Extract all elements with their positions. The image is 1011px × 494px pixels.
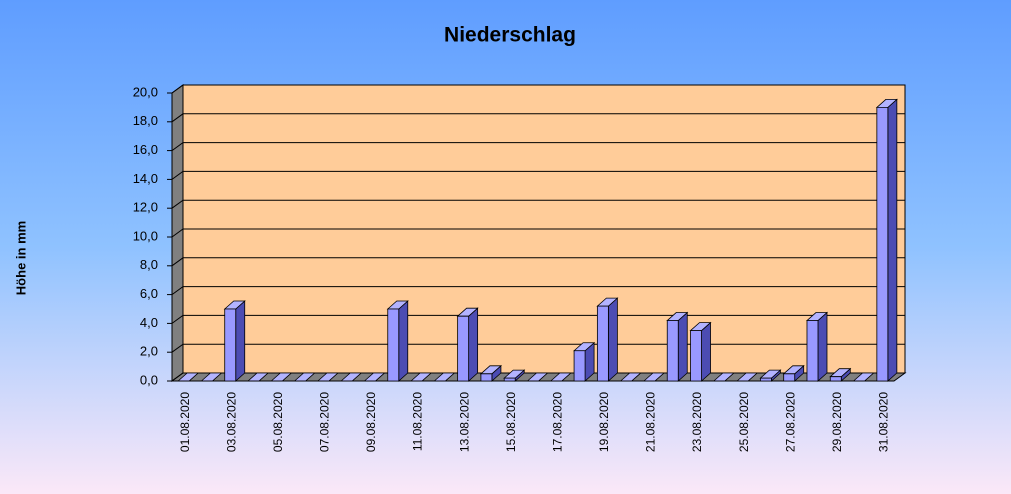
chart-title: Niederschlag	[444, 24, 576, 47]
y-tick-label: 4,0	[140, 315, 158, 330]
y-axis-label: Höhe in mm	[13, 221, 28, 295]
x-tick-label: 25.08.2020	[737, 392, 751, 452]
grid-line	[171, 170, 905, 180]
bar	[573, 341, 596, 382]
bar	[456, 307, 479, 382]
grid-line	[171, 314, 905, 324]
bar	[177, 372, 200, 382]
grid-line	[171, 257, 905, 267]
grid-line	[171, 199, 905, 209]
y-tick-label: 12,0	[133, 200, 158, 215]
bar	[409, 372, 433, 382]
grid-line	[171, 343, 905, 353]
bar	[829, 367, 852, 382]
x-tick-label: 05.08.2020	[271, 392, 285, 452]
x-tick-label: 19.08.2020	[597, 392, 611, 452]
x-tick-label: 15.08.2020	[504, 392, 518, 452]
grid-line	[171, 84, 905, 94]
bar	[293, 372, 316, 382]
y-tick-label: 14,0	[133, 171, 158, 186]
bar	[875, 98, 898, 382]
bar	[666, 311, 689, 382]
grid-line	[171, 228, 905, 238]
y-tick-label: 20,0	[133, 84, 158, 99]
grid-line	[171, 286, 905, 296]
bar	[479, 364, 502, 382]
x-tick-label: 27.08.2020	[783, 392, 797, 452]
x-tick-label: 17.08.2020	[550, 392, 564, 452]
bar	[596, 297, 619, 382]
bar	[689, 321, 712, 382]
bar	[549, 372, 572, 382]
bar	[805, 311, 829, 382]
x-tick-label: 21.08.2020	[644, 392, 658, 452]
x-tick-label: 23.08.2020	[690, 392, 704, 452]
y-tick-label: 16,0	[133, 142, 158, 157]
x-tick-label: 03.08.2020	[224, 392, 238, 452]
bar	[386, 300, 409, 382]
bar	[363, 372, 386, 382]
bar	[433, 372, 456, 382]
bar	[782, 364, 805, 382]
x-tick-label: 31.08.2020	[877, 392, 891, 452]
y-tick-label: 2,0	[140, 344, 158, 359]
grid-line	[171, 142, 905, 152]
x-tick-label: 13.08.2020	[457, 392, 471, 452]
bar	[316, 372, 339, 382]
bar	[200, 372, 223, 382]
bar	[340, 372, 363, 382]
y-tick-label: 6,0	[140, 286, 158, 301]
x-tick-label: 01.08.2020	[178, 392, 192, 452]
bar	[619, 372, 642, 382]
y-tick-label: 10,0	[133, 228, 158, 243]
y-tick-label: 0,0	[140, 372, 158, 387]
bar	[736, 372, 759, 382]
bar	[642, 372, 666, 382]
bar	[246, 372, 270, 382]
x-tick-label: 11.08.2020	[411, 392, 425, 451]
x-tick-label: 29.08.2020	[830, 392, 844, 452]
bar	[270, 372, 293, 382]
bar	[712, 372, 735, 382]
bar	[852, 372, 875, 382]
bar	[223, 300, 246, 382]
bar	[526, 372, 549, 382]
bar	[503, 369, 526, 382]
grid-line	[171, 113, 905, 123]
y-tick-label: 8,0	[140, 257, 158, 272]
x-tick-label: 07.08.2020	[318, 392, 332, 452]
x-tick-label: 09.08.2020	[364, 392, 378, 452]
y-tick-label: 18,0	[133, 113, 158, 128]
bar	[759, 369, 782, 382]
